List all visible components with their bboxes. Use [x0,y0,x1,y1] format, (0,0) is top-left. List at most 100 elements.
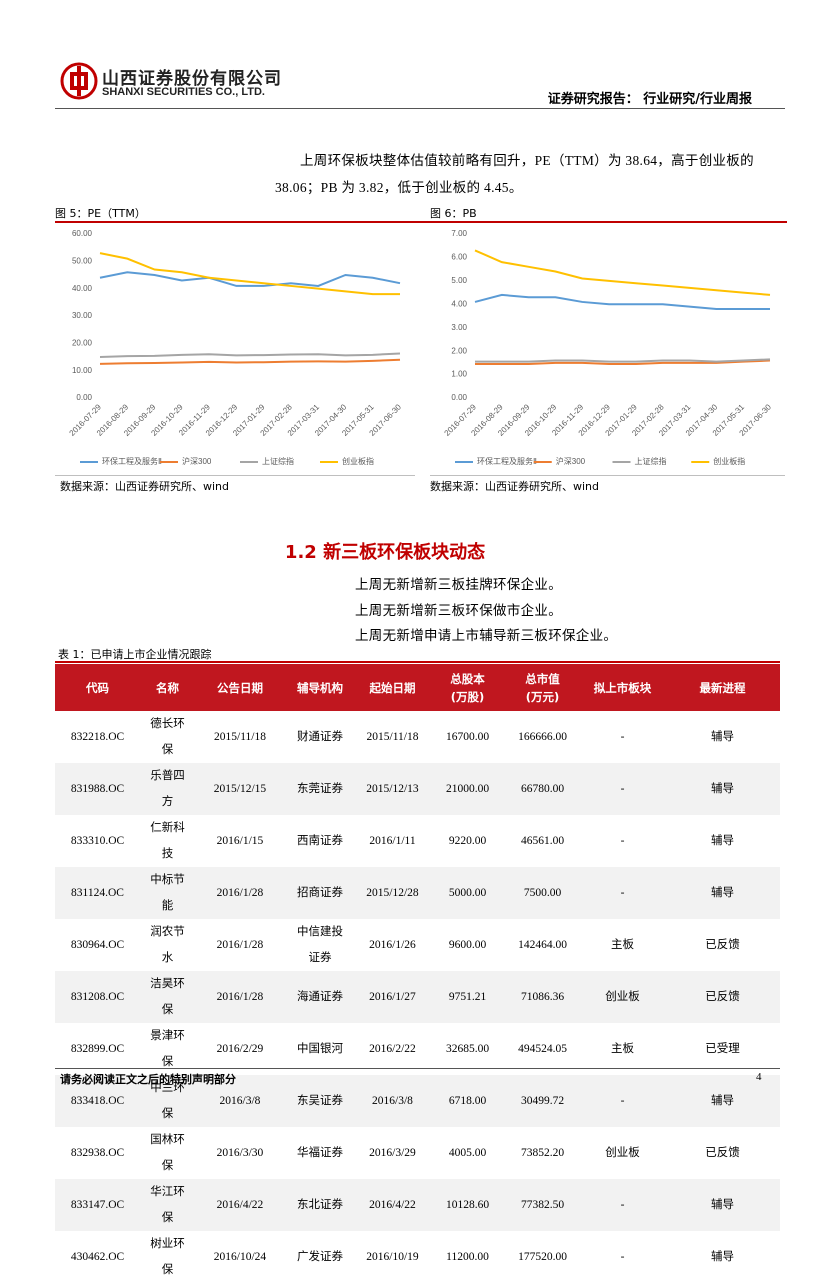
table-cell: 2016/1/28 [216,939,264,951]
table-cell: 乐普四方 [140,763,195,815]
legend-label: 创业板指 [342,456,374,466]
table-row: 831988.OC 乐普四方 2015/12/15 东莞证券 2015/12/13 210… [55,763,780,815]
header-cell: 总股本 (万股) [430,664,505,711]
header-cell: 最新进程 [665,664,780,711]
table-row: 833310.OC 仁新科技 2016/1/15 西南证券 2016/1/11 9220.… [55,815,780,867]
page-number: 4 [756,1071,762,1083]
table-cell: - [580,1075,665,1127]
table-cell: 16700.00 [445,731,490,743]
table-cell: 77382.50 [505,1179,580,1231]
header-line: 总市值 [525,671,560,686]
table-row: 830964.OC 润农节水 2016/1/28 中信建投证券 2016/1/26 960… [55,919,780,971]
table-cell: 830964.OC [70,939,125,951]
table: 代码 名称 公告日期 辅导机构 起始日期 总股本 (万股) 总市值 (万元) 拟上市板块 最新进程 … [55,664,780,1283]
table-cell: 142464.00 [518,939,567,951]
table-cell: 东北证券 [285,1179,355,1231]
table-cell: 832218.OC [70,731,125,743]
table-cell: 2016/3/29 [369,1147,416,1159]
company-name-cn: 山西证券股份有限公司 [102,69,282,89]
table-cell: 831988.OC [55,763,140,815]
table-cell: 创业板 [605,1147,640,1159]
y-tick-label: 60.00 [72,229,93,238]
table-cell: 景津环保 [150,1030,185,1068]
y-tick-label: 3.00 [451,323,467,332]
table-cell: 辅导 [665,1179,780,1231]
table-caption: 表 1：已申请上市企业情况跟踪 [58,648,212,661]
y-tick-label: 20.00 [72,338,93,347]
company-name-en: SHANXI SECURITIES CO., LTD. [102,86,265,98]
y-tick-label: 7.00 [451,229,467,238]
table-cell: 833310.OC [70,835,125,847]
table-cell: 2016/10/19 [366,1251,419,1263]
y-tick-label: 5.00 [451,276,467,285]
table-row: 430462.OC 树业环保 2016/10/24 广发证券 2016/10/19 112… [55,1231,780,1283]
header-cell: 总市值 (万元) [505,664,580,711]
table-cell: 7500.00 [505,867,580,919]
table-cell: 10128.60 [430,1179,505,1231]
series-line [99,252,400,296]
y-tick-label: 0.00 [76,393,92,402]
header-line: 代码 [86,680,109,695]
table-cell: 辅导 [711,731,734,743]
table-cell: 中国银河 [297,1043,343,1055]
table-cell: 833147.OC [55,1179,140,1231]
paragraph: 上周无新增申请上市辅导新三板环保企业。 [355,628,618,643]
table-cell: 辅导 [665,867,780,919]
series-line [99,352,401,358]
header-line: (万股) [450,689,485,704]
table-cell: 洁昊环保 [140,971,195,1023]
table-cell: 招商证券 [285,867,355,919]
table-cell: 已反馈 [705,939,740,951]
figure-caption: 图 6：PB [430,207,477,220]
legend-label: 沪深300 [182,456,212,466]
table-header: 代码 名称 公告日期 辅导机构 起始日期 总股本 (万股) 总市值 (万元) 拟上市板块 最新进程 [55,664,780,711]
table-cell: 2016/2/29 [216,1043,264,1055]
table-cell: 30499.72 [505,1075,580,1127]
caption-rule [55,221,787,223]
y-tick-label: 50.00 [72,256,93,265]
header-cell: 名称 [140,664,195,711]
table-cell: 2015/12/13 [355,763,430,815]
legend-label: 创业板指 [713,456,745,466]
table-cell: 2016/3/30 [216,1147,264,1159]
paragraph: 上周环保板块整体估值较前略有回升，PE（TTM）为 38.64，高于创业板的 3… [275,153,754,195]
table-cell: 166666.00 [518,731,567,743]
figure-source: 数据来源：山西证券研究所、wind [430,480,600,493]
table-cell: 2016/1/26 [369,939,416,951]
table-cell: 西南证券 [297,835,343,847]
table-cell: 华福证券 [297,1147,343,1159]
table-cell: 4005.00 [448,1147,487,1159]
table-cell: 国林环保 [150,1134,185,1172]
table-cell: 2016/1/11 [369,835,416,847]
header-line: 最新进程 [699,680,746,695]
table-cell: 6718.00 [430,1075,505,1127]
table-cell: 已受理 [705,1043,740,1055]
disclaimer: 请务必阅读正文之后的特别声明部分 [60,1073,236,1086]
table-cell: 东莞证券 [285,763,355,815]
table-row: 833147.OC 华江环保 2016/4/22 东北证券 2016/4/22 10128… [55,1179,780,1231]
header-cell: 起始日期 [355,664,430,711]
header-line: 公告日期 [217,680,263,695]
header-cell: 公告日期 [195,664,285,711]
table-cell: - [620,731,625,743]
table-cell: 177520.00 [518,1251,567,1263]
table-cell: 2016/4/22 [355,1179,430,1231]
table-cell: 21000.00 [430,763,505,815]
table-cell: 9751.21 [430,971,505,1023]
series-line [99,271,401,287]
table-row: 832938.OC 国林环保 2016/3/30 华福证券 2016/3/29 4005.… [55,1127,780,1179]
header-cell: 代码 [55,664,140,711]
table-cell: 中信建投证券 [297,926,343,964]
table-cell: 2016/1/27 [355,971,430,1023]
chart: 0.0010.0020.0030.0040.0050.0060.002016-0… [55,229,415,476]
paragraph: 上周无新增新三板环保做市企业。 [355,603,562,618]
header-rule [55,108,785,109]
report-type: 证券研究报告： 行业研究/行业周报 [547,92,752,107]
table-cell: 11200.00 [446,1251,489,1263]
table-cell: 东吴证券 [285,1075,355,1127]
header-cell: 辅导机构 [285,664,355,711]
table-cell: 2015/11/18 [366,731,419,743]
table-cell: 9220.00 [448,835,487,847]
table-cell: 广发证券 [297,1251,343,1263]
table-cell: 已反馈 [665,971,780,1023]
